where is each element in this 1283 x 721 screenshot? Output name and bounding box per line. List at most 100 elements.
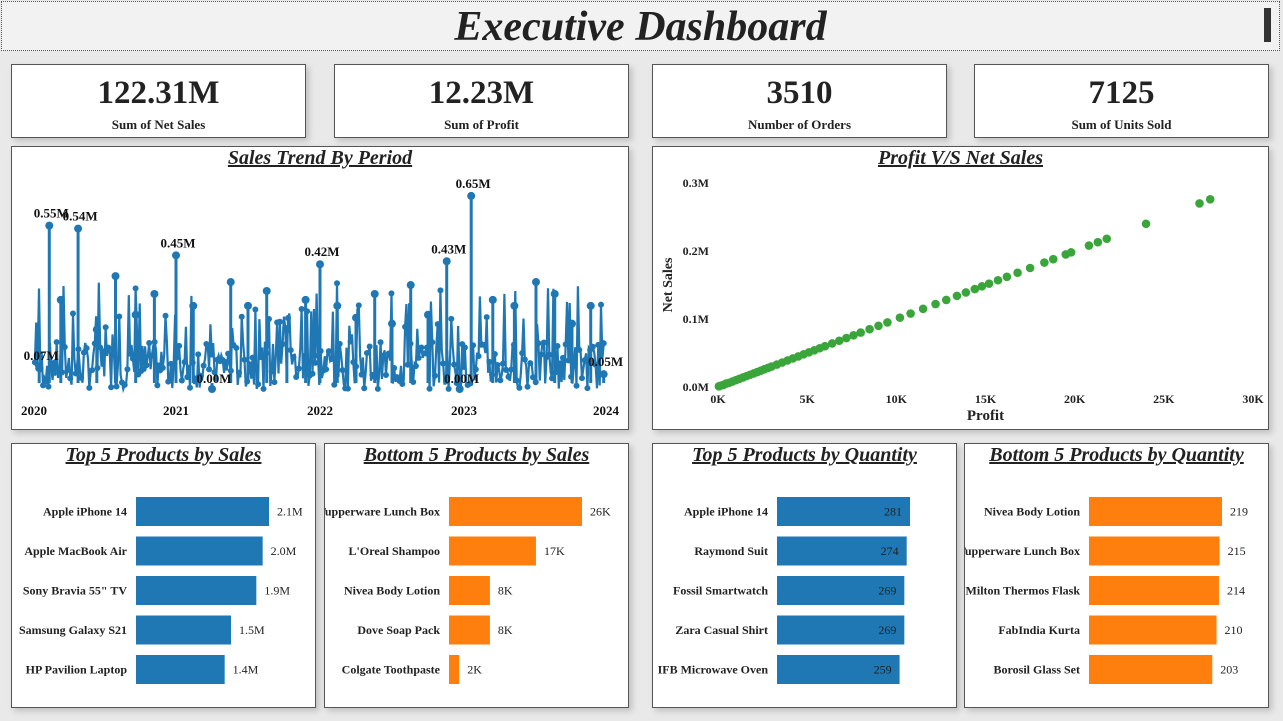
sales-trend-point <box>578 375 585 382</box>
sales-trend-point <box>61 343 68 350</box>
sales-trend-point <box>461 344 468 351</box>
sales-trend-peak-point <box>488 295 497 304</box>
sales-trend-point <box>377 339 384 346</box>
bottom5-sales-panel: Bottom 5 Products by Sales Tupperware Lu… <box>324 443 629 708</box>
data-label: 0.55M <box>34 206 69 221</box>
scatter-point <box>856 328 865 337</box>
sales-trend-point <box>206 366 213 373</box>
sales-trend-peak-point <box>550 289 559 298</box>
bar-value-label: 1.4M <box>233 663 259 677</box>
sales-trend-peak-point <box>442 257 451 266</box>
x-tick-label: 2021 <box>163 403 189 418</box>
kpi-value: 3510 <box>766 75 833 111</box>
sales-trend-point <box>295 365 302 372</box>
scatter-point <box>1102 234 1112 244</box>
sales-trend-point <box>486 358 493 365</box>
kpi-value: 7125 <box>1088 75 1155 111</box>
sales-trend-point <box>562 341 569 348</box>
kpi-label: Sum of Profit <box>444 117 519 132</box>
sales-trend-point <box>592 361 599 368</box>
sales-trend-point <box>426 385 433 392</box>
sales-trend-point <box>388 290 395 297</box>
bar <box>777 615 905 645</box>
sales-trend-point <box>42 378 49 385</box>
sales-trend-point <box>502 366 509 373</box>
chart-title: Sales Trend By Period <box>227 147 413 169</box>
sales-trend-point <box>527 360 534 367</box>
scatter-point <box>1040 258 1049 267</box>
sales-trend-point <box>200 362 207 369</box>
sales-trend-point <box>505 373 512 380</box>
bar <box>449 536 536 566</box>
scatter-point <box>883 318 892 327</box>
chart-title: Top 5 Products by Sales <box>65 444 262 466</box>
bar <box>136 615 231 645</box>
sales-trend-point <box>290 354 297 361</box>
sales-trend-point <box>538 351 545 358</box>
sales-trend-point <box>143 362 150 369</box>
scrollbar[interactable] <box>1264 8 1271 42</box>
sales-trend-point <box>434 321 441 328</box>
sales-trend-peak-point <box>424 310 432 319</box>
bar <box>1089 536 1220 566</box>
bar-value-label: 2.0M <box>271 544 297 558</box>
data-label: 0.42M <box>304 244 339 259</box>
bar-category-label: Apple iPhone 14 <box>43 505 127 519</box>
sales-trend-panel: Sales Trend By Period 0.07M 0.55M 0.54M 0.4… <box>11 146 629 430</box>
scatter-point <box>842 333 851 343</box>
sales-trend-point <box>108 384 115 391</box>
sales-trend-point <box>178 377 185 384</box>
sales-trend-point <box>146 340 153 347</box>
sales-trend-point <box>69 310 76 317</box>
sales-trend-point <box>448 315 455 322</box>
scatter-point <box>918 304 928 314</box>
bar-value-label: 281 <box>884 505 902 519</box>
sales-trend-point <box>363 349 370 356</box>
kpi-net-sales: 122.31M Sum of Net Sales <box>11 64 306 138</box>
sales-trend-point <box>249 354 256 361</box>
sales-trend-point <box>559 354 566 361</box>
bar <box>777 497 910 526</box>
sales-trend-peak-point <box>510 301 519 310</box>
scatter-point <box>1195 199 1204 208</box>
bar-value-label: 1.9M <box>264 584 290 598</box>
sales-trend-point <box>440 360 447 367</box>
sales-trend-point <box>480 341 487 348</box>
sales-trend-point <box>366 343 373 350</box>
sales-trend-point <box>298 305 305 312</box>
kpi-profit: 12.23M Sum of Profit <box>334 64 629 138</box>
sales-trend-point <box>565 357 572 364</box>
sales-trend-point <box>494 361 501 368</box>
sales-trend-point <box>165 378 172 385</box>
scatter-point <box>993 275 1003 285</box>
sales-trend-peak-point <box>226 278 235 287</box>
data-label: 0.54M <box>63 209 98 224</box>
sales-trend-point <box>355 302 362 309</box>
scatter-point <box>849 331 858 340</box>
x-tick-label: 10K <box>886 392 908 406</box>
bottom5-qty-panel: Bottom 5 Products by Quantity Nivea Body… <box>964 443 1269 708</box>
sales-trend-point <box>451 361 458 368</box>
bar <box>449 615 490 645</box>
x-tick-label: 25K <box>1153 392 1175 406</box>
sales-trend-point <box>584 385 591 392</box>
bar <box>449 655 460 684</box>
sales-trend-point <box>524 383 531 390</box>
bar-category-label: Nivea Body Lotion <box>344 584 440 598</box>
sales-trend-peak-point <box>45 221 54 230</box>
sales-trend-peak-point <box>111 272 120 281</box>
sales-trend-peak-point <box>244 301 252 310</box>
profit-scatter-chart: 0.0M 0.1M 0.2M 0.3M 0K 5K 10K 15K 20K 25K 30K Profi… <box>661 176 1264 424</box>
sales-trend-point <box>358 371 365 378</box>
bar-value-label: 1.5M <box>239 623 265 637</box>
bar <box>777 655 900 684</box>
bar-value-label: 214 <box>1227 584 1245 598</box>
kpi-label: Sum of Net Sales <box>111 117 206 132</box>
sales-trend-point <box>162 312 169 319</box>
sales-trend-point <box>546 351 553 358</box>
sales-trend-point <box>472 366 479 373</box>
sales-trend-point <box>421 350 428 357</box>
scatter-point <box>1048 254 1058 264</box>
bar-category-label: Dove Soap Pack <box>357 623 440 637</box>
scatter-point <box>820 341 830 351</box>
